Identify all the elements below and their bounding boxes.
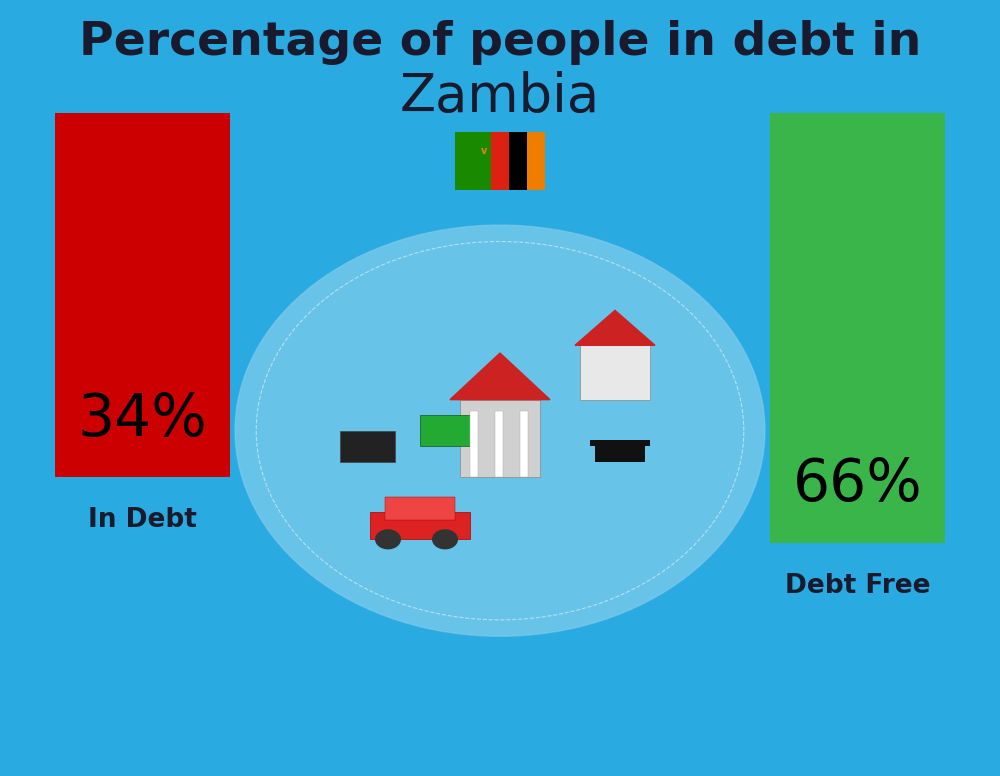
Text: Zambia: Zambia — [400, 71, 600, 123]
Bar — [470, 411, 478, 477]
Bar — [520, 411, 528, 477]
Bar — [455, 132, 545, 190]
Bar — [385, 497, 455, 520]
Bar — [340, 431, 395, 462]
Circle shape — [375, 529, 401, 549]
Text: Debt Free: Debt Free — [785, 573, 930, 599]
Text: v: v — [481, 146, 487, 155]
Text: 34%: 34% — [78, 390, 207, 448]
Text: In Debt: In Debt — [88, 507, 197, 533]
Bar — [580, 345, 650, 400]
Bar — [491, 132, 509, 190]
Bar — [460, 400, 540, 477]
Circle shape — [235, 225, 765, 636]
Bar — [595, 442, 645, 462]
Bar — [370, 512, 470, 539]
Bar — [495, 411, 503, 477]
Circle shape — [432, 529, 458, 549]
Text: Percentage of people in debt in: Percentage of people in debt in — [79, 20, 921, 65]
Bar — [770, 113, 945, 543]
Bar — [55, 113, 230, 477]
Text: 66%: 66% — [793, 456, 922, 514]
Bar — [420, 415, 475, 446]
Bar — [527, 132, 545, 190]
Bar — [509, 132, 527, 190]
Bar — [590, 440, 650, 446]
Polygon shape — [450, 353, 550, 400]
Polygon shape — [575, 310, 655, 345]
